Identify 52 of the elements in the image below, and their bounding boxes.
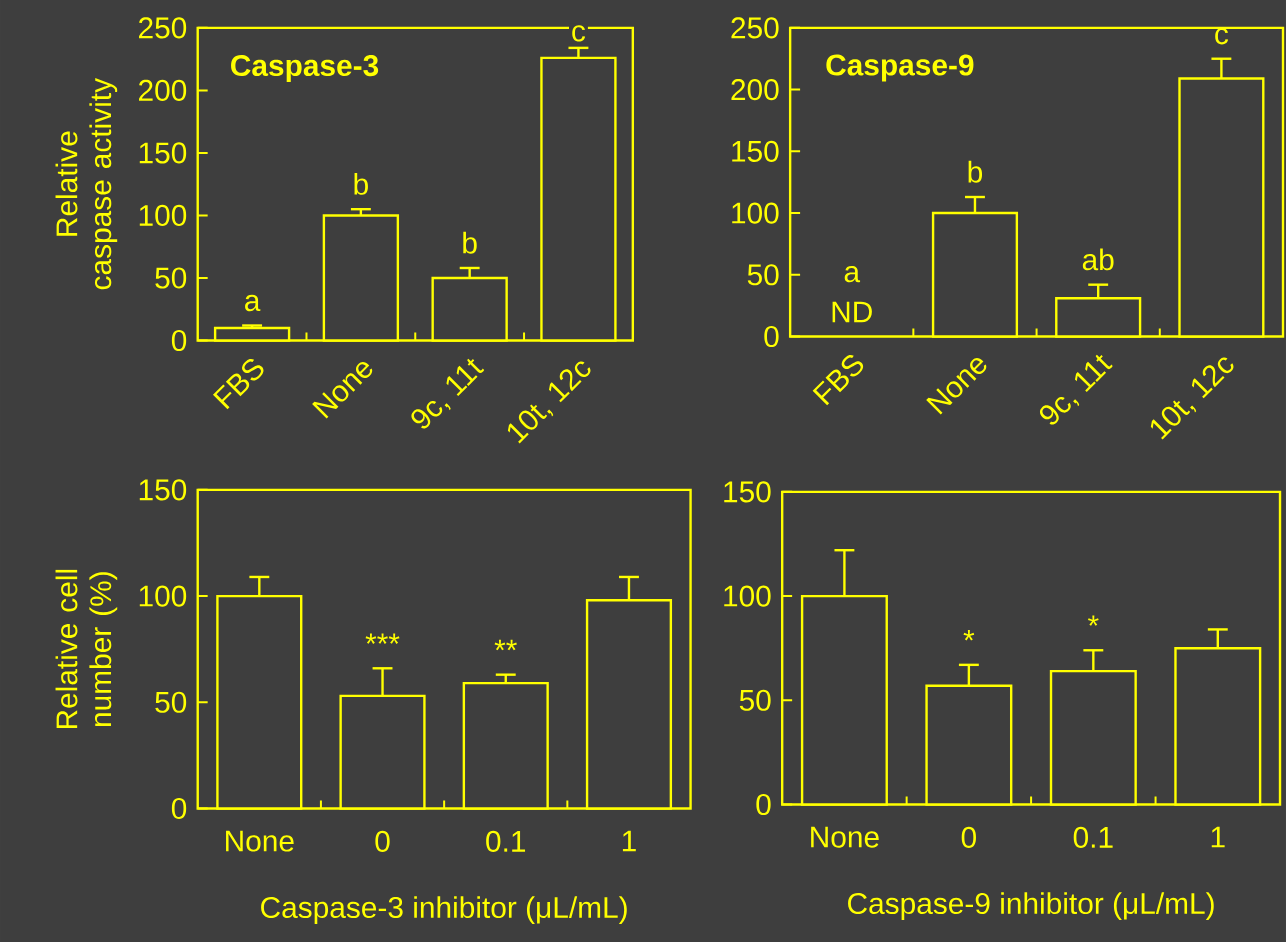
x-tick-label: None [811, 826, 879, 848]
x-tick-label: 0.1 [486, 830, 526, 852]
y-tick-label: 200 [731, 79, 779, 101]
annotation: ND [832, 301, 872, 323]
text: Caspase-9 [826, 54, 974, 82]
data-label: ** [494, 639, 517, 651]
data-label: b [354, 172, 368, 195]
y-tick-label: 100 [732, 202, 779, 224]
x-axis-title: Caspase-9 inhibitor (μL/mL) [848, 892, 1214, 921]
y-tick-label: 200 [139, 79, 187, 102]
y-tick-label: 0 [171, 329, 187, 352]
x-tick-label: FBS [812, 354, 864, 406]
data-label: c [572, 25, 586, 42]
x-tick-label: 0 [375, 830, 390, 852]
y-tick-label: 50 [747, 264, 779, 286]
y-axis-title: Relative cell number (%) [55, 569, 118, 729]
y-tick-label: 0 [756, 793, 771, 816]
y-tick-label: 150 [139, 479, 187, 501]
y-tick-label: 150 [139, 142, 187, 164]
y-tick-label: 100 [139, 585, 187, 607]
x-tick-label: 1 [622, 830, 636, 852]
x-tick-label: 10t, 12c [1150, 357, 1234, 440]
x-axis-title: Caspase-3 inhibitor (μL/mL) [261, 896, 627, 925]
data-label: *** [365, 633, 400, 644]
data-label: * [963, 630, 975, 641]
x-tick-label: 0.1 [1073, 826, 1113, 848]
y-tick-label: 0 [171, 797, 187, 820]
y-tick-label: 100 [139, 204, 187, 227]
x-tick-label: 1 [1211, 826, 1225, 848]
x-tick-label: FBS [212, 358, 264, 410]
data-label: * [1087, 615, 1099, 626]
data-label: b [968, 160, 983, 183]
data-label: b [463, 231, 477, 254]
text: Caspase-3 [231, 55, 379, 83]
y-tick-label: 50 [739, 689, 771, 711]
x-tick-label: 9c, 11t [411, 358, 485, 429]
y-tick-label: 250 [731, 17, 779, 39]
y-tick-label: 150 [732, 140, 779, 162]
y-axis-title: Relative caspase activity [55, 78, 118, 290]
data-label: ab [1082, 248, 1114, 271]
data-label: a [245, 294, 261, 312]
y-tick-label: 50 [155, 691, 187, 713]
x-tick-label: 9c, 11t [1039, 354, 1113, 425]
x-tick-label: None [226, 830, 294, 852]
y-tick-label: 0 [764, 325, 779, 348]
y-tick-label: 150 [724, 481, 771, 503]
y-tick-label: 100 [724, 585, 771, 607]
y-tick-label: 250 [139, 17, 187, 39]
x-tick-label: 0 [961, 826, 976, 848]
y-tick-label: 50 [155, 267, 187, 289]
text: a [844, 266, 861, 283]
x-tick-label: 10t, 12c [507, 361, 591, 444]
